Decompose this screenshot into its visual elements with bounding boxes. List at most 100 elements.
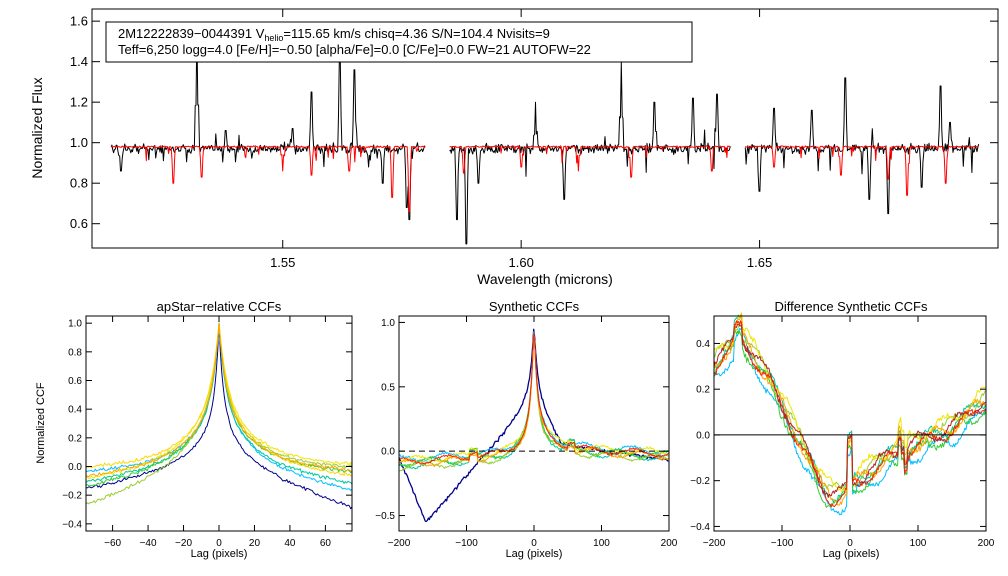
- ccf2-axes-frame: [398, 315, 670, 532]
- ccf2-xtick-label: 200: [661, 538, 678, 549]
- ccf1-ytick-label: 0.6: [68, 376, 82, 387]
- spectrum-xtick-label: 1.55: [270, 255, 295, 270]
- spectrum-ytick-label: 0.8: [70, 176, 88, 191]
- spectrum-ticks: 1.55 1.60 1.65 0.6 0.8 1.0 1.2 1.4 1.6: [70, 9, 998, 270]
- spectrum-model-chip-3: [745, 145, 979, 196]
- ccf2-series-navy: [398, 328, 669, 523]
- ccf1-data-layer: [85, 322, 353, 510]
- ccf3-series-darkred: [713, 323, 986, 498]
- ccf1-xtick-label: 20: [249, 538, 261, 549]
- ccf2-series-green: [398, 332, 669, 467]
- ccf1-xlabel: Lag (pixels): [191, 548, 248, 560]
- ccf2-ytick-label: −0.5: [375, 511, 395, 522]
- ccf1-ytick-label: 0.0: [68, 462, 82, 473]
- annotation-vhelio-subscript: helio: [264, 33, 283, 43]
- annotation-star-and-vhelio: 2M12222839−0044391 V: [118, 26, 265, 41]
- spectrum-ytick-label: 1.2: [70, 95, 88, 110]
- ccf2-ytick-label: 0.0: [381, 447, 395, 458]
- spectrum-xtick-label: 1.65: [747, 255, 772, 270]
- spectrum-ytick-label: 1.4: [70, 54, 88, 69]
- ccf1-ytick-label: 0.2: [68, 433, 82, 444]
- ccf3-ytick-label: 0.2: [696, 385, 710, 396]
- ccf3-ytick-label: 0.4: [696, 339, 710, 350]
- spectrum-axes-frame: [91, 8, 999, 249]
- ccf3-xtick-label: 100: [910, 538, 927, 549]
- annotation-box: [105, 21, 693, 63]
- ccf3-data-layer: [713, 312, 986, 516]
- ccf2-series-cyan: [398, 331, 669, 463]
- ccf3-series-teal: [713, 314, 986, 503]
- ccf3-ticks: −200 −100 0 100 200 −0.4 −0.2 0.0 0.2 0.4: [690, 316, 995, 549]
- ccf3-ytick-label: −0.2: [690, 476, 710, 487]
- ccf-panel-apstar: apStar−relative CCFs −60 −40 −20 0 20 40 60 −0.…: [35, 299, 353, 560]
- ccf-panel-synthetic: Synthetic CCFs −200 −100 0 100 200 −0.5 0.0 0.5…: [375, 299, 678, 560]
- ccf3-ytick-label: −0.4: [690, 522, 710, 533]
- ccf1-xtick-label: 0: [216, 538, 222, 549]
- annotation-line-1: 2M12222839−0044391 Vhelio=115.65 km/s ch…: [118, 26, 550, 43]
- ccf3-series-yellow: [713, 312, 986, 493]
- ccf1-series-green: [85, 322, 353, 487]
- spectrum-ytick-label: 1.6: [70, 14, 88, 29]
- ccf3-xlabel: Lag (pixels): [823, 548, 880, 560]
- ccf2-ticks: −200 −100 0 100 200 −0.5 0.0 0.5 1.0: [375, 316, 678, 549]
- ccf2-xtick-label: −200: [388, 538, 411, 549]
- spectrum-model-chip-2: [449, 145, 731, 178]
- ccf1-ylabel: Normalized CCF: [35, 382, 47, 464]
- spectrum-data-layer: [110, 24, 980, 245]
- ccf3-ytick-label: 0.0: [696, 430, 710, 441]
- ccf1-xtick-label: −40: [140, 538, 157, 549]
- ccf3-series-green: [713, 330, 986, 508]
- spectrum-xtick-label: 1.60: [509, 255, 534, 270]
- spectrum-panel: 1.55 1.60 1.65 0.6 0.8 1.0 1.2 1.4 1.6 Wavelengt…: [29, 8, 999, 287]
- ccf2-series-teal: [398, 332, 669, 470]
- spectrum-observed-chip-1: [110, 24, 426, 221]
- ccf2-xtick-label: 100: [593, 538, 610, 549]
- ccf2-xtick-label: −100: [455, 538, 478, 549]
- ccf3-series-orange: [713, 313, 986, 506]
- ccf1-ytick-label: −0.2: [62, 491, 82, 502]
- spectrum-lines: [110, 24, 980, 245]
- ccf3-xtick-label: 0: [847, 538, 853, 549]
- ccf1-xtick-label: 40: [284, 538, 296, 549]
- ccf2-data-layer: [398, 328, 669, 523]
- ccf2-ytick-label: 0.5: [381, 382, 395, 393]
- ccf2-series-yellow: [398, 333, 669, 463]
- ccf2-series-orange: [398, 333, 669, 467]
- ccf-panel-difference: Difference Synthetic CCFs −200 −100 0 100 20…: [690, 299, 995, 560]
- ccf1-ticks: −60 −40 −20 0 20 40 60 −0.4 −0.2 0.0 0.2 0.4 0.6 0.8 1…: [62, 316, 352, 549]
- spectrum-ytick-label: 0.6: [70, 216, 88, 231]
- ccf1-ytick-label: 0.8: [68, 347, 82, 358]
- ccf1-xtick-label: −60: [104, 538, 121, 549]
- ccf1-xtick-label: −20: [175, 538, 192, 549]
- ccf3-series-red: [713, 320, 986, 508]
- ccf3-title: Difference Synthetic CCFs: [775, 299, 928, 314]
- spectrum-ytick-label: 1.0: [70, 135, 88, 150]
- spectrum-ylabel: Normalized Flux: [29, 77, 45, 178]
- spectrum-observed-chip-3: [744, 77, 980, 215]
- ccf1-series-yellow: [85, 322, 353, 479]
- ccf1-xtick-label: 60: [320, 538, 332, 549]
- ccf1-ytick-label: 1.0: [68, 319, 82, 330]
- ccf1-ytick-label: 0.4: [68, 405, 82, 416]
- ccf1-ytick-label: −0.4: [62, 519, 82, 530]
- ccf2-ytick-label: 1.0: [381, 318, 395, 329]
- ccf1-series-gold: [85, 322, 353, 477]
- ccf1-series-navy: [85, 322, 353, 510]
- spectrum-model-chip-1: [111, 145, 426, 212]
- ccf3-series-yellowgreen: [713, 321, 986, 490]
- spectrum-observed-chip-2: [449, 61, 731, 245]
- ccf3-xtick-label: 200: [978, 538, 995, 549]
- annotation-line-2: Teff=6,250 logg=4.0 [Fe/H]=−0.50 [alpha/…: [118, 42, 591, 57]
- spectrum-xlabel: Wavelength (microns): [477, 271, 613, 287]
- annotation-line-1-rest: =115.65 km/s chisq=4.36 S/N=104.4 Nvisit…: [283, 26, 549, 41]
- ccf3-xtick-label: −100: [771, 538, 794, 549]
- ccf1-series-orange: [85, 322, 353, 478]
- ccf1-axes-frame: [85, 315, 353, 532]
- ccf2-title: Synthetic CCFs: [489, 299, 580, 314]
- ccf2-series-red: [398, 333, 669, 465]
- ccf2-xtick-label: 0: [531, 538, 537, 549]
- ccf3-xtick-label: −200: [703, 538, 726, 549]
- ccf1-title: apStar−relative CCFs: [157, 299, 282, 314]
- ccf2-xlabel: Lag (pixels): [506, 548, 563, 560]
